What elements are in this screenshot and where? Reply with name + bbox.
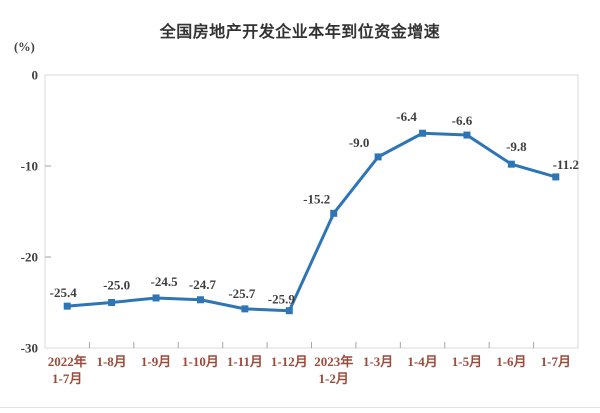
data-point-label: -6.6: [452, 113, 473, 128]
data-point-label: -15.2: [303, 191, 330, 206]
data-point-marker: [241, 305, 249, 313]
chart-title: 全国房地产开发企业本年到位资金增速: [159, 24, 441, 41]
data-point-marker: [285, 307, 293, 315]
data-point-marker: [108, 299, 116, 306]
data-point-marker: [507, 160, 515, 168]
page-divider: [0, 407, 600, 408]
data-point-marker: [330, 209, 338, 217]
data-point-marker: [419, 129, 427, 137]
data-point-label: -25.4: [50, 285, 78, 300]
x-axis-label: 1-3月: [363, 354, 393, 369]
data-point-label: -24.5: [150, 274, 178, 289]
data-point-label: -25.9: [268, 292, 296, 307]
data-point-label: -11.2: [553, 157, 579, 172]
y-axis-label: -10: [21, 159, 38, 174]
data-point-label: -24.7: [189, 277, 217, 292]
y-axis-label: -30: [21, 341, 38, 356]
data-point-label: -25.7: [228, 286, 256, 301]
data-point-label: -9.0: [349, 135, 370, 150]
data-point-marker: [63, 302, 71, 310]
data-line: [67, 131, 557, 313]
data-point-marker: [196, 296, 204, 304]
x-axis-label: 2022年 1-7月: [48, 354, 87, 386]
y-axis-unit-label: (%): [14, 40, 35, 54]
data-point-marker: [374, 153, 382, 161]
x-axis-label: 1-7月: [541, 354, 571, 369]
data-point-label: -6.4: [396, 109, 417, 124]
x-axis-label: 1-9月: [141, 354, 171, 369]
x-axis-label: 1-4月: [407, 354, 437, 369]
data-point-marker: [552, 173, 560, 181]
data-point-marker: [152, 294, 160, 302]
x-axis-label: 1-5月: [452, 354, 482, 369]
plot-border: [44, 74, 579, 349]
x-axis-label: 1-8月: [96, 354, 126, 369]
data-point-label: -9.8: [506, 139, 527, 154]
x-axis-label: 1-10月: [182, 354, 219, 369]
x-axis-label: 1-11月: [227, 354, 263, 369]
data-point-label: -25.0: [103, 278, 130, 293]
x-axis-label: 2023年 1-2月: [314, 354, 353, 386]
y-axis-label: -20: [21, 250, 38, 265]
x-axis-label: 1-6月: [496, 354, 526, 369]
x-axis-label: 1-12月: [271, 354, 308, 369]
data-point-marker: [463, 131, 471, 139]
y-axis-label: 0: [32, 68, 39, 83]
